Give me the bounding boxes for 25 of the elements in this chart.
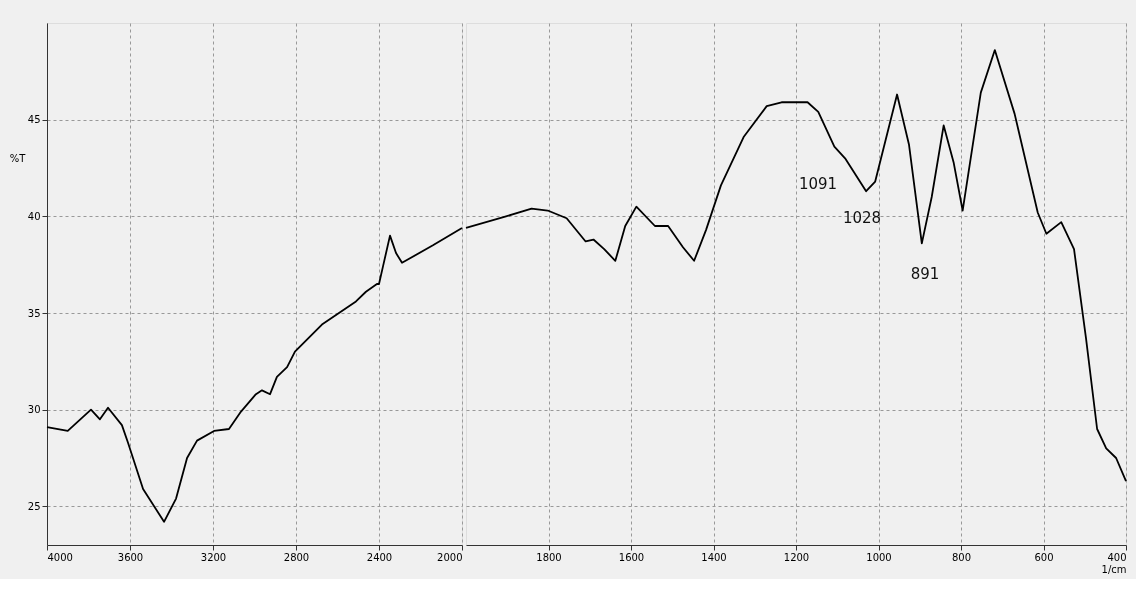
x-tick-label: 4000 xyxy=(47,551,73,563)
y-tick-label: 45 xyxy=(27,114,41,126)
x-tick-label: 2800 xyxy=(283,551,310,563)
x-tick-label: 400 xyxy=(1107,551,1127,563)
x-tick-label: 1000 xyxy=(866,551,892,563)
annotation: 1028 xyxy=(842,209,882,227)
annotation: 891 xyxy=(910,265,940,283)
x-tick-label: 2400 xyxy=(366,551,393,563)
line-series xyxy=(46,227,463,523)
x-tick-label: 1400 xyxy=(701,551,727,563)
x-tick-label: 2000 xyxy=(437,551,463,563)
x-tick-label: 800 xyxy=(951,551,972,563)
y-tick-label: 30 xyxy=(27,404,41,416)
x-tick-label: 600 xyxy=(1034,551,1054,563)
y-tick-label: 35 xyxy=(27,307,41,319)
x-tick-label: 3600 xyxy=(117,551,144,563)
y-tick-label: 25 xyxy=(27,500,41,512)
annotation: 1091 xyxy=(798,175,838,193)
x-tick-label: 3200 xyxy=(200,551,227,563)
x-tick-label: 1800 xyxy=(536,551,562,563)
y-axis-title: %T xyxy=(9,152,27,164)
x-tick-label: 1600 xyxy=(618,551,645,563)
y-tick-label: 40 xyxy=(27,210,41,222)
x-tick-label: 1200 xyxy=(783,551,810,563)
x-axis-title: 1/cm xyxy=(1101,563,1127,575)
